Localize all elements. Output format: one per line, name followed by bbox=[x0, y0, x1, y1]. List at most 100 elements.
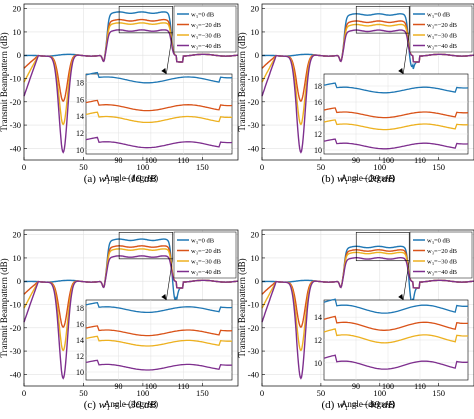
zoom-arrow bbox=[398, 294, 404, 300]
legend-label: w₃=−30 dB bbox=[427, 259, 458, 266]
inset-series-line bbox=[85, 99, 233, 112]
inset-series-line bbox=[323, 138, 469, 150]
inset-x-tick-label: 90 bbox=[352, 156, 360, 165]
inset-series-line bbox=[323, 328, 469, 344]
caption: (b) w₁ = −20 dB bbox=[321, 173, 394, 185]
y-tick-label: -40 bbox=[248, 143, 259, 153]
series-line bbox=[261, 29, 474, 154]
inset-y-tick-label: 10 bbox=[314, 146, 322, 155]
legend-label: w₃=−20 dB bbox=[191, 22, 222, 29]
inset-y-tick-label: 14 bbox=[314, 114, 322, 123]
inset-x-tick-label: 100 bbox=[145, 156, 157, 165]
zoom-box bbox=[118, 6, 173, 34]
y-tick-label: -30 bbox=[248, 346, 259, 356]
inset-x-tick-label: 110 bbox=[414, 382, 426, 391]
inset-y-tick-label: 10 bbox=[76, 368, 84, 377]
y-tick-label: -10 bbox=[10, 74, 21, 84]
series-line bbox=[23, 255, 239, 380]
y-tick-label: 10 bbox=[13, 27, 22, 37]
inset-x-tick-label: 100 bbox=[382, 382, 394, 391]
x-axis-label: Angle (degree) bbox=[341, 173, 395, 183]
y-tick-label: 20 bbox=[13, 230, 22, 240]
inset-series-line bbox=[323, 107, 469, 119]
zoom-connector bbox=[402, 33, 410, 75]
axes-box bbox=[261, 3, 474, 161]
legend-label: w₃=−20 dB bbox=[427, 248, 458, 255]
caption-label: (b) bbox=[321, 173, 337, 185]
inset-series-line bbox=[85, 301, 233, 314]
inset-y-tick-label: 12 bbox=[76, 352, 84, 361]
axes-box bbox=[23, 3, 239, 161]
inset-series-line bbox=[85, 136, 233, 149]
y-tick-label: 20 bbox=[251, 230, 260, 240]
caption-label: (a) bbox=[84, 173, 99, 185]
x-tick-label: 0 bbox=[22, 388, 26, 398]
y-tick-label: -10 bbox=[248, 74, 259, 84]
inset-x-tick-label: 110 bbox=[414, 156, 426, 165]
y-tick-label: 0 bbox=[255, 50, 259, 60]
inset-x-tick-label: 100 bbox=[382, 156, 394, 165]
inset-y-tick-label: 12 bbox=[314, 336, 322, 345]
zoom-connector bbox=[166, 32, 173, 75]
legend-label: w₃=−40 dB bbox=[191, 269, 222, 276]
y-tick-label: 10 bbox=[13, 253, 22, 263]
legend-label: w₃=−40 dB bbox=[427, 269, 458, 276]
x-tick-label: 0 bbox=[260, 162, 264, 172]
zoom-box bbox=[355, 232, 410, 262]
legend-label: w₃=0 dB bbox=[427, 12, 451, 19]
x-tick-label: 50 bbox=[317, 388, 326, 398]
y-tick-label: -20 bbox=[10, 97, 21, 107]
caption-math: w₁ = −30 dB bbox=[99, 399, 157, 411]
inset-y-tick-label: 18 bbox=[314, 82, 322, 91]
y-tick-label: -30 bbox=[10, 346, 21, 356]
x-tick-label: 100 bbox=[137, 162, 150, 172]
x-tick-label: 50 bbox=[79, 388, 88, 398]
y-tick-label: 20 bbox=[13, 4, 22, 14]
legend-label: w₃=−40 dB bbox=[427, 43, 458, 50]
inset-series-line bbox=[85, 111, 232, 124]
y-tick-label: -40 bbox=[248, 369, 259, 379]
caption-math: w₁ = −10 dB bbox=[99, 173, 157, 185]
legend-label: w₃=−20 dB bbox=[191, 248, 222, 255]
inset-y-tick-label: 12 bbox=[76, 129, 84, 138]
zoom-arrow bbox=[161, 68, 167, 74]
caption: (a) w₁ = −10 dB bbox=[84, 173, 157, 185]
y-tick-label: -10 bbox=[10, 300, 21, 310]
caption-math: w₁ = −20 dB bbox=[337, 173, 395, 185]
x-tick-label: 150 bbox=[432, 388, 445, 398]
inset-x-tick-label: 90 bbox=[114, 382, 122, 391]
zoom-box bbox=[355, 6, 410, 34]
legend-label: w₃=−30 dB bbox=[427, 33, 458, 40]
legend-label: w₃=0 dB bbox=[191, 238, 215, 245]
y-tick-label: -20 bbox=[10, 323, 21, 333]
x-tick-label: 100 bbox=[137, 388, 150, 398]
inset-y-tick-label: 18 bbox=[76, 78, 84, 87]
caption: (d) w₁ = −40 dB bbox=[321, 399, 394, 411]
y-axis-label: Transmit Beampattern (dB) bbox=[0, 32, 9, 131]
y-tick-label: -20 bbox=[248, 323, 259, 333]
inset-x-tick-label: 110 bbox=[177, 156, 189, 165]
inset-x-tick-label: 100 bbox=[145, 382, 157, 391]
y-tick-label: -40 bbox=[10, 143, 21, 153]
y-axis-label: Transmit Beampattern (dB) bbox=[237, 32, 247, 131]
y-tick-label: 10 bbox=[251, 27, 260, 37]
inset-y-tick-label: 16 bbox=[76, 320, 84, 329]
zoom-arrow bbox=[161, 294, 167, 300]
y-tick-label: -30 bbox=[248, 120, 259, 130]
x-tick-label: 150 bbox=[432, 162, 445, 172]
x-tick-label: 50 bbox=[79, 162, 88, 172]
y-tick-label: -40 bbox=[10, 369, 21, 379]
x-tick-label: 150 bbox=[196, 388, 209, 398]
x-axis-label: Angle (degree) bbox=[341, 399, 395, 409]
inset-series-line bbox=[85, 359, 233, 371]
y-tick-label: 0 bbox=[255, 276, 259, 286]
legend-label: w₃=0 dB bbox=[427, 238, 451, 245]
inset-y-tick-label: 18 bbox=[76, 304, 84, 313]
inset-series-line bbox=[85, 335, 233, 347]
x-axis-label: Angle (degree) bbox=[104, 399, 158, 409]
x-tick-label: 50 bbox=[317, 162, 326, 172]
